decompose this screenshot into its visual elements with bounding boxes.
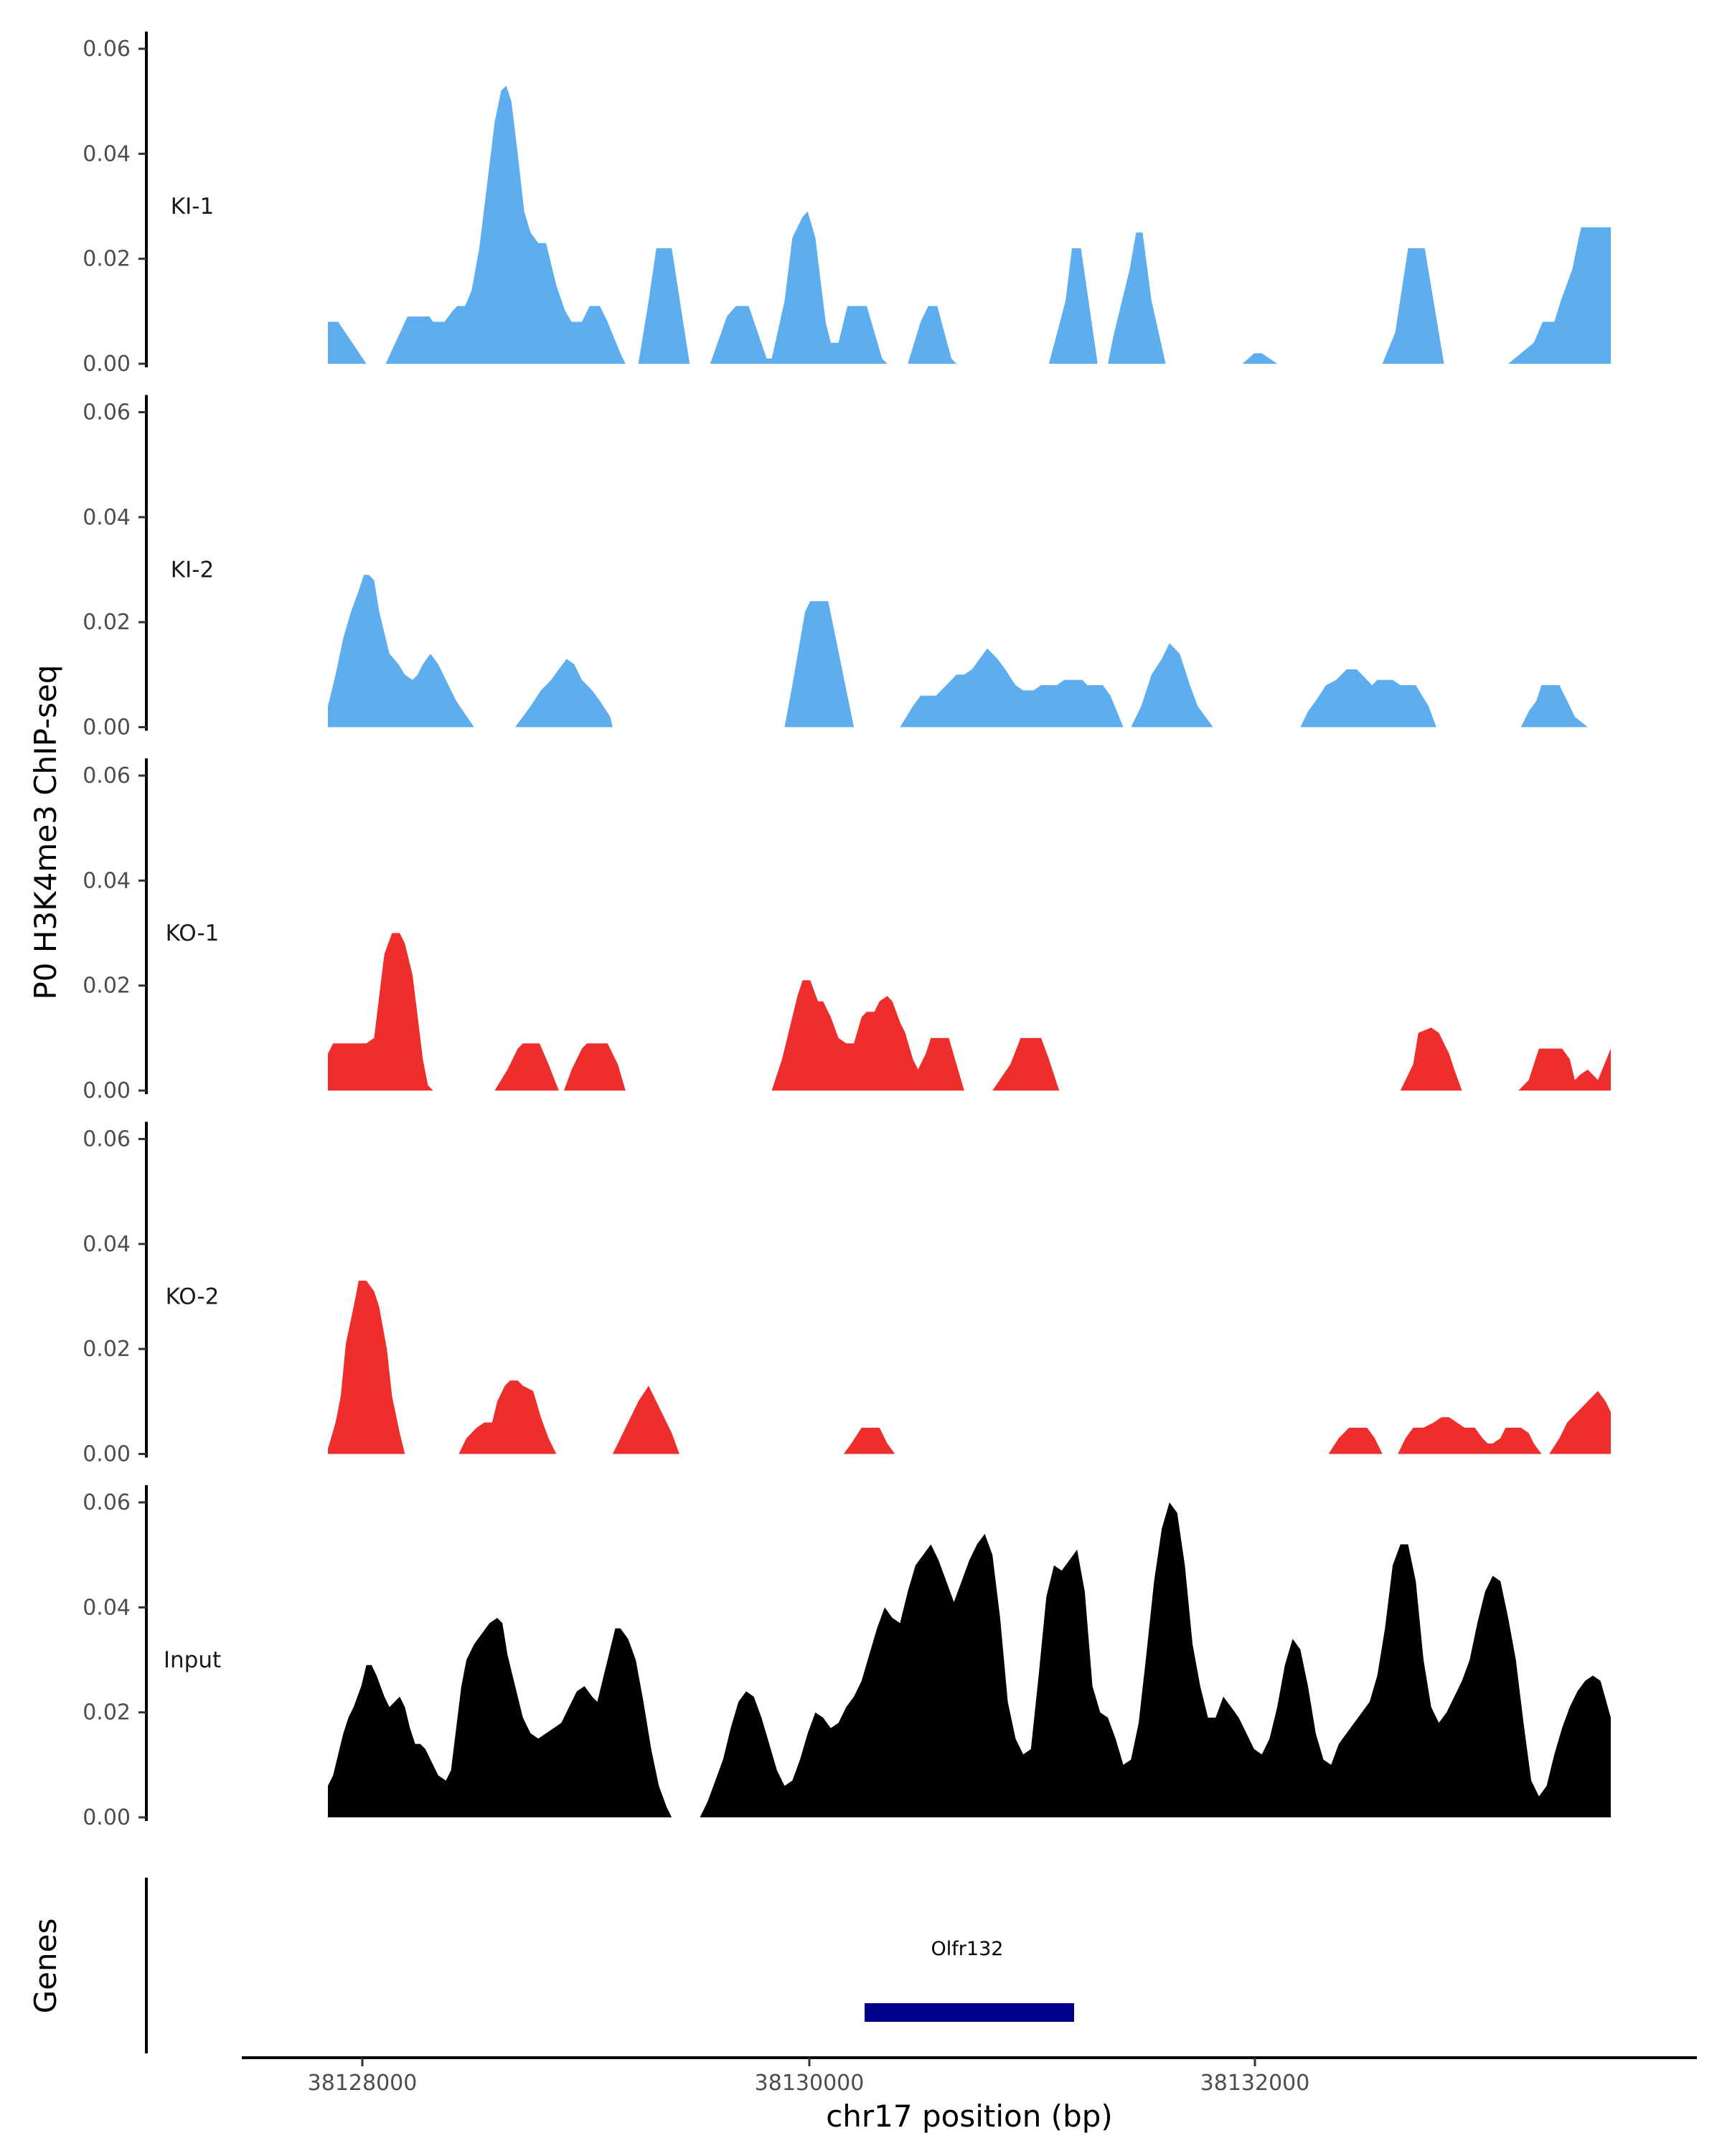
track-label: KI-1 bbox=[171, 194, 214, 220]
gene-label: Olfr132 bbox=[931, 1938, 1004, 1960]
tracks-layer: 0.00 0.02 0.04 0.06 KI-1 0.00 0.02 0.04 0.06 KI-2… bbox=[83, 32, 1611, 1830]
track-label: KO-1 bbox=[166, 921, 220, 946]
track-input: 0.00 0.02 0.04 0.06 Input bbox=[83, 1485, 1611, 1830]
track-label: Input bbox=[164, 1647, 221, 1673]
y-tick-label: 0.00 bbox=[83, 1805, 131, 1830]
y-tick-label: 0.06 bbox=[83, 37, 131, 62]
y-tick-label: 0.04 bbox=[83, 868, 131, 893]
y-tick-label: 0.02 bbox=[83, 247, 131, 272]
signal-area bbox=[328, 933, 1611, 1091]
track-ki-1: 0.00 0.02 0.04 0.06 KI-1 bbox=[83, 32, 1611, 377]
signal-area bbox=[328, 85, 1611, 364]
y-tick-label: 0.02 bbox=[83, 1337, 131, 1362]
y-tick-label: 0.00 bbox=[83, 352, 131, 377]
y-tick-label: 0.06 bbox=[83, 1127, 131, 1152]
x-tick-label: 38128000 bbox=[308, 2071, 418, 2096]
y-tick-label: 0.04 bbox=[83, 1232, 131, 1257]
track-ko-1: 0.00 0.02 0.04 0.06 KO-1 bbox=[83, 758, 1611, 1103]
y-tick-label: 0.04 bbox=[83, 505, 131, 530]
gene-olfr132 bbox=[865, 2003, 1074, 2022]
y-tick-label: 0.06 bbox=[83, 1490, 131, 1515]
track-ko-2: 0.00 0.02 0.04 0.06 KO-2 bbox=[83, 1121, 1611, 1467]
track-label: KI-2 bbox=[171, 557, 214, 583]
signal-area bbox=[328, 1281, 1611, 1454]
y-tick-label: 0.02 bbox=[83, 974, 131, 999]
y-axis-title: P0 H3K4me3 ChIP-seq bbox=[28, 664, 63, 999]
y-tick-label: 0.00 bbox=[83, 715, 131, 740]
y-tick-label: 0.00 bbox=[83, 1078, 131, 1103]
gene-track: Genes Olfr132 bbox=[28, 1878, 1074, 2053]
x-tick-label: 38130000 bbox=[755, 2071, 865, 2096]
x-tick-label: 38132000 bbox=[1200, 2071, 1310, 2096]
y-tick-label: 0.06 bbox=[83, 763, 131, 789]
gene-track-title: Genes bbox=[28, 1919, 63, 2014]
y-tick-label: 0.02 bbox=[83, 610, 131, 635]
y-tick-label: 0.00 bbox=[83, 1442, 131, 1467]
signal-area bbox=[328, 575, 1611, 728]
signal-area bbox=[328, 1502, 1611, 1817]
track-label: KO-2 bbox=[166, 1284, 220, 1310]
x-axis: chr17 position (bp) 38128000 38130000 3813… bbox=[242, 2056, 1697, 2134]
x-axis-title: chr17 position (bp) bbox=[826, 2099, 1113, 2134]
y-tick-label: 0.02 bbox=[83, 1700, 131, 1726]
y-tick-label: 0.06 bbox=[83, 400, 131, 425]
y-tick-label: 0.04 bbox=[83, 141, 131, 166]
y-tick-label: 0.04 bbox=[83, 1595, 131, 1620]
track-ki-2: 0.00 0.02 0.04 0.06 KI-2 bbox=[83, 395, 1611, 740]
